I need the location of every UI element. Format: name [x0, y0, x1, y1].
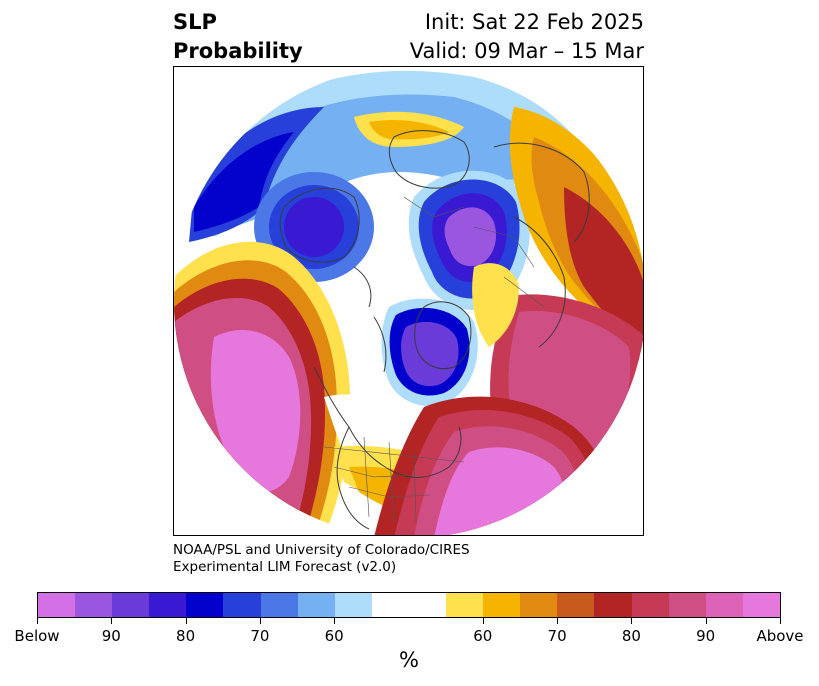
colorbar-units: % — [399, 648, 419, 672]
colorbar-segment — [408, 593, 447, 617]
colorbar-tick-mark — [334, 618, 336, 624]
colorbar-tick-mark — [780, 618, 781, 624]
colorbar-tick-mark — [557, 618, 559, 624]
forecast-dates: Init: Sat 22 Feb 2025 Valid: 09 Mar – 15… — [410, 8, 644, 66]
colorbar-tick-label: 60 — [324, 627, 344, 645]
country-borders — [323, 196, 545, 523]
colorbar-segment — [260, 593, 298, 617]
colorbar-segment — [557, 593, 595, 617]
colorbar-tick-mark — [259, 618, 261, 624]
colorbar-tick-label: 70 — [547, 627, 567, 645]
colorbar-tick-mark — [705, 618, 707, 624]
colorbar-tick-mark — [631, 618, 633, 624]
colorbar-segment — [742, 593, 780, 617]
credit-line-1: NOAA/PSL and University of Colorado/CIRE… — [173, 542, 470, 558]
colorbar-segment — [668, 593, 706, 617]
colorbar-segment — [149, 593, 187, 617]
colorbar-tick-mark — [185, 618, 187, 624]
colorbar-tick-label: 60 — [473, 627, 493, 645]
colorbar-tick-mark — [482, 618, 484, 624]
colorbar-segment — [631, 593, 669, 617]
colorbar-segment — [38, 593, 76, 617]
colorbar-tick-label: Above — [756, 627, 804, 645]
title-variable: SLP — [173, 10, 217, 34]
colorbar-segment — [705, 593, 743, 617]
colorbar-segment — [75, 593, 113, 617]
colorbar-tick-label: 80 — [176, 627, 196, 645]
colorbar-segment — [112, 593, 150, 617]
colorbar-segment — [186, 593, 224, 617]
colorbar-tick-label: Below — [14, 627, 60, 645]
title-type: Probability — [173, 39, 303, 63]
colorbar-segment — [520, 593, 558, 617]
colorbar-tick-label: 80 — [621, 627, 641, 645]
valid-dates: Valid: 09 Mar – 15 Mar — [409, 39, 644, 63]
colorbar — [37, 592, 781, 618]
colorbar-segment — [223, 593, 261, 617]
colorbar-segment — [297, 593, 335, 617]
colorbar-segment — [446, 593, 484, 617]
map-title: SLP Probability — [173, 8, 303, 66]
colorbar-segment — [334, 593, 372, 617]
colorbar-tick-label: 90 — [696, 627, 716, 645]
colorbar-segment — [483, 593, 521, 617]
colorbar-tick-label: 90 — [101, 627, 121, 645]
probability-map — [174, 67, 643, 535]
colorbar-tick-label: 70 — [250, 627, 270, 645]
coastlines — [279, 130, 590, 530]
credit-line-2: Experimental LIM Forecast (v2.0) — [173, 559, 397, 575]
colorbar-segment — [371, 593, 409, 617]
credit-text: NOAA/PSL and University of Colorado/CIRE… — [173, 542, 470, 576]
map-panel — [173, 66, 644, 536]
colorbar-tick-mark — [111, 618, 113, 624]
colorbar-tick-mark — [37, 618, 38, 624]
colorbar-segment — [594, 593, 632, 617]
init-date: Init: Sat 22 Feb 2025 — [424, 10, 644, 34]
